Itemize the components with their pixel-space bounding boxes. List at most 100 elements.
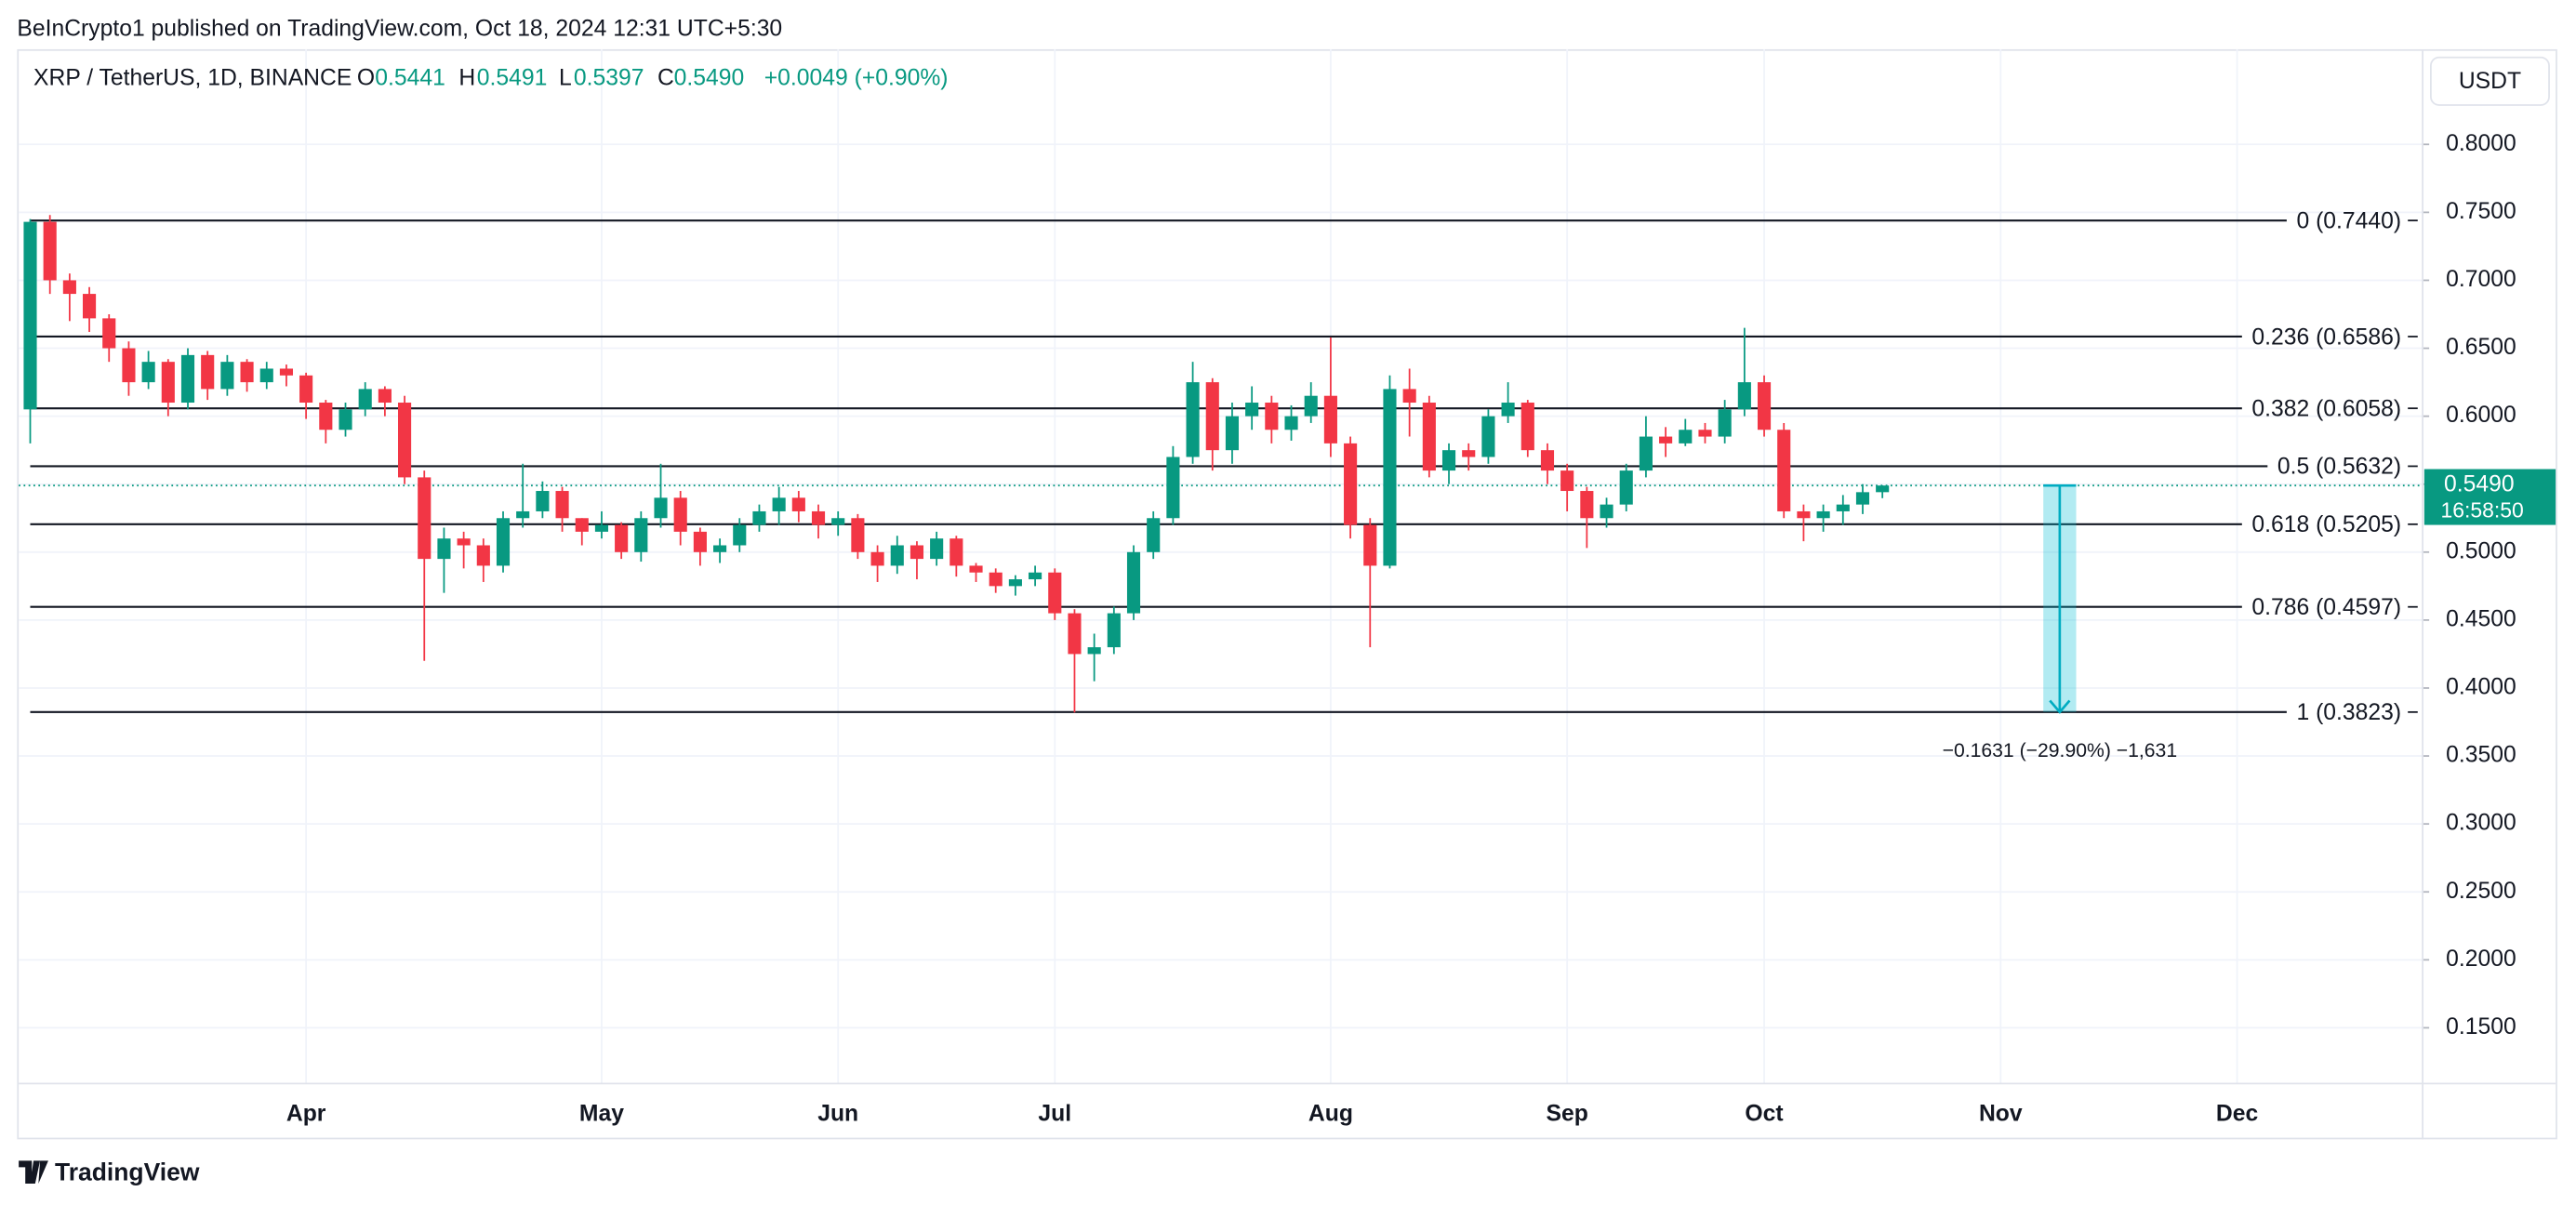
candle-body xyxy=(536,491,550,511)
fib-label: 0 (0.7440) xyxy=(2296,208,2401,233)
candle-body xyxy=(1029,572,1042,580)
fib-label: 0.382 (0.6058) xyxy=(2251,396,2401,421)
last-price-label: 0.5490 xyxy=(2444,472,2515,497)
y-tick-label: 0.5000 xyxy=(2446,538,2516,563)
candle-body xyxy=(870,551,884,566)
fib-label: 0.5 (0.5632) xyxy=(2277,455,2401,480)
candle-body xyxy=(1501,403,1515,417)
candle-body xyxy=(989,572,1003,587)
candle-body xyxy=(259,368,273,383)
candle-body xyxy=(654,497,668,519)
candle-body xyxy=(811,510,826,525)
candle-body xyxy=(1383,389,1397,566)
ohlc-value: 0.5490 xyxy=(674,65,745,90)
y-tick-label: 0.4500 xyxy=(2446,606,2516,631)
candle-body xyxy=(476,545,490,566)
candle-body xyxy=(1659,436,1673,444)
candle-body xyxy=(1639,436,1653,471)
candle-body xyxy=(1304,395,1318,417)
ohlc-value: 0.5491 xyxy=(477,65,548,90)
candle-body xyxy=(1107,613,1121,648)
candle-body xyxy=(673,497,687,532)
x-tick-label: May xyxy=(579,1101,624,1126)
publisher: BeInCrypto1 published on TradingView.com… xyxy=(17,16,782,41)
grid xyxy=(19,48,2423,1084)
candle-body xyxy=(1147,518,1161,552)
y-tick-label: 0.7000 xyxy=(2446,267,2516,292)
candle-body xyxy=(1836,504,1850,511)
candle-body xyxy=(23,221,37,410)
fib-label: 0.618 (0.5205) xyxy=(2251,512,2401,537)
x-tick-label: Dec xyxy=(2216,1101,2259,1126)
candle-body xyxy=(180,354,195,404)
candle-body xyxy=(141,362,155,383)
plot: 0 (0.7440) 0.236 (0.6586) 0.382 (0.6058) 0.… xyxy=(19,208,2423,761)
candle-body xyxy=(1520,403,1534,451)
candle-body xyxy=(949,538,963,566)
fib-label: 0.236 (0.6586) xyxy=(2251,324,2401,350)
x-tick-label: Apr xyxy=(286,1101,326,1126)
y-tick-label: 0.1500 xyxy=(2446,1014,2516,1039)
y-tick-label: 0.6000 xyxy=(2446,403,2516,428)
measure-arrow xyxy=(2049,699,2071,714)
candle-body xyxy=(201,354,215,390)
candle-body xyxy=(1816,510,1830,519)
measure-label: −0.1631 (−29.90%) −1,631 xyxy=(1943,740,2178,761)
candle-body xyxy=(1481,416,1495,457)
candle-body xyxy=(1718,409,1732,437)
candle-body xyxy=(752,510,766,525)
x-tick-label: Sep xyxy=(1547,1101,1588,1126)
candle-body xyxy=(1462,450,1476,457)
candle-body xyxy=(516,510,530,519)
candle-body xyxy=(299,375,313,404)
candle-body xyxy=(1087,647,1101,655)
fib-label: 0.786 (0.4597) xyxy=(2251,595,2401,620)
brand: TradingView xyxy=(55,1158,200,1185)
candle-body xyxy=(1068,613,1082,655)
candle-body xyxy=(615,524,629,552)
candle-body xyxy=(791,497,805,511)
candle-body xyxy=(634,518,648,552)
x-tick-label: Nov xyxy=(1979,1101,2023,1126)
candle-body xyxy=(1186,382,1200,457)
candle-body xyxy=(1225,416,1240,451)
currency[interactable]: USDT xyxy=(2459,69,2521,94)
candle-body xyxy=(1777,430,1791,511)
candle-body xyxy=(43,221,57,281)
candle-body xyxy=(1540,450,1555,471)
candle-body xyxy=(1757,382,1772,430)
candle-body xyxy=(1205,382,1219,451)
candle-body xyxy=(279,368,294,376)
candle-body xyxy=(1166,457,1180,519)
x-tick-label: Oct xyxy=(1745,1101,1783,1126)
candle-body xyxy=(1126,551,1141,614)
symbol: XRP / TetherUS, 1D, BINANCE xyxy=(33,65,352,90)
candle-body xyxy=(457,538,471,546)
candle-body xyxy=(1698,430,1712,437)
ohlc-key: H xyxy=(458,65,475,90)
candle-body xyxy=(594,524,609,532)
candle-body xyxy=(1265,403,1279,430)
y-tick-label: 0.3500 xyxy=(2446,743,2516,768)
ohlc-key: O xyxy=(357,65,375,90)
candle-body xyxy=(339,409,352,430)
candle-body xyxy=(1560,470,1574,492)
y-tick-label: 0.6500 xyxy=(2446,335,2516,360)
change: +0.0049 (+0.90%) xyxy=(764,65,949,90)
ohlc-value: 0.5397 xyxy=(574,65,644,90)
candle-body xyxy=(220,362,234,390)
candle-body xyxy=(1008,579,1022,587)
candle-body xyxy=(1737,382,1751,410)
candle-body xyxy=(910,545,924,560)
chart-frame xyxy=(17,48,2557,1140)
candle-body xyxy=(575,518,589,532)
candle-body xyxy=(496,518,511,566)
candle-body xyxy=(1422,403,1436,471)
currency-button[interactable] xyxy=(2430,56,2550,106)
candle-body xyxy=(1876,485,1890,493)
candle-body xyxy=(122,348,136,383)
candle-body xyxy=(831,518,845,525)
ohlc-key: L xyxy=(559,65,572,90)
